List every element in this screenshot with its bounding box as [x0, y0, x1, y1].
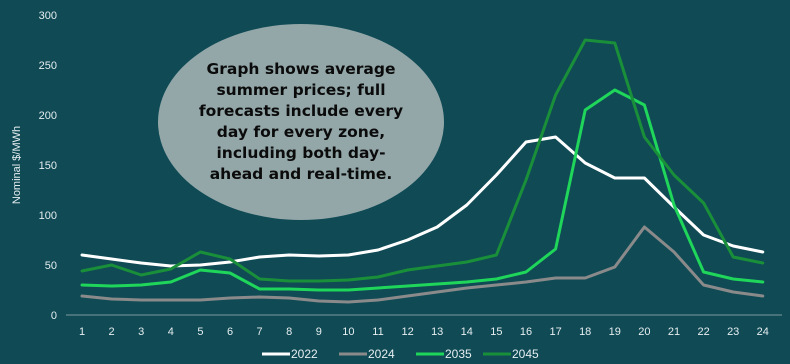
- x-tick-label: 7: [257, 326, 263, 338]
- x-tick-label: 5: [197, 326, 203, 338]
- series-line-2024: [80, 225, 765, 304]
- x-tick-label: 17: [549, 326, 561, 338]
- x-tick-label: 9: [316, 326, 322, 338]
- y-axis-label: Nominal $/MWh: [11, 126, 23, 204]
- legend-label-2024: 2024: [368, 347, 395, 361]
- x-tick-label: 16: [520, 326, 532, 338]
- y-tick-label: 100: [39, 210, 57, 222]
- x-tick-label: 13: [431, 326, 443, 338]
- y-tick-label: 200: [39, 110, 57, 122]
- y-tick-label: 0: [51, 310, 57, 322]
- legend-label-2035: 2035: [445, 347, 472, 361]
- y-tick-label: 50: [45, 260, 57, 272]
- x-tick-label: 6: [227, 326, 233, 338]
- x-tick-label: 3: [138, 326, 144, 338]
- x-tick-label: 23: [727, 326, 739, 338]
- x-tick-label: 15: [490, 326, 502, 338]
- y-tick-label: 300: [39, 10, 57, 22]
- legend-label-2045: 2045: [512, 347, 539, 361]
- y-tick-label: 250: [39, 60, 57, 72]
- legend-label-2022: 2022: [291, 347, 318, 361]
- x-tick-label: 22: [697, 326, 709, 338]
- series-line-2045: [80, 38, 765, 283]
- x-tick-label: 2: [109, 326, 115, 338]
- x-tick-label: 14: [461, 326, 473, 338]
- x-tick-label: 1: [79, 326, 85, 338]
- series-lines: [80, 38, 765, 304]
- x-axis-ticks: 1 2 3 4 5 6 7 8 9 10 11 12 13 14 15 16 17 18 19 20 21 22 23 24: [79, 326, 769, 338]
- x-tick-label: 24: [757, 326, 769, 338]
- series-line-2022: [80, 135, 765, 268]
- series-line-2035: [80, 88, 765, 292]
- x-tick-label: 21: [668, 326, 680, 338]
- legend: 2022 2024 2035 2045: [262, 347, 539, 361]
- callout-text: Graph shows average summer prices; full …: [198, 60, 404, 183]
- y-axis-ticks: 0 50 100 150 200 250 300: [39, 10, 57, 322]
- x-tick-label: 10: [342, 326, 354, 338]
- x-tick-label: 12: [401, 326, 413, 338]
- y-tick-label: 150: [39, 160, 57, 172]
- x-tick-label: 20: [638, 326, 650, 338]
- x-tick-label: 19: [609, 326, 621, 338]
- x-tick-label: 8: [286, 326, 292, 338]
- x-tick-label: 4: [168, 326, 174, 338]
- x-tick-label: 11: [372, 326, 383, 338]
- callout-bubble: Graph shows average summer prices; full …: [158, 24, 444, 220]
- x-tick-label: 18: [579, 326, 591, 338]
